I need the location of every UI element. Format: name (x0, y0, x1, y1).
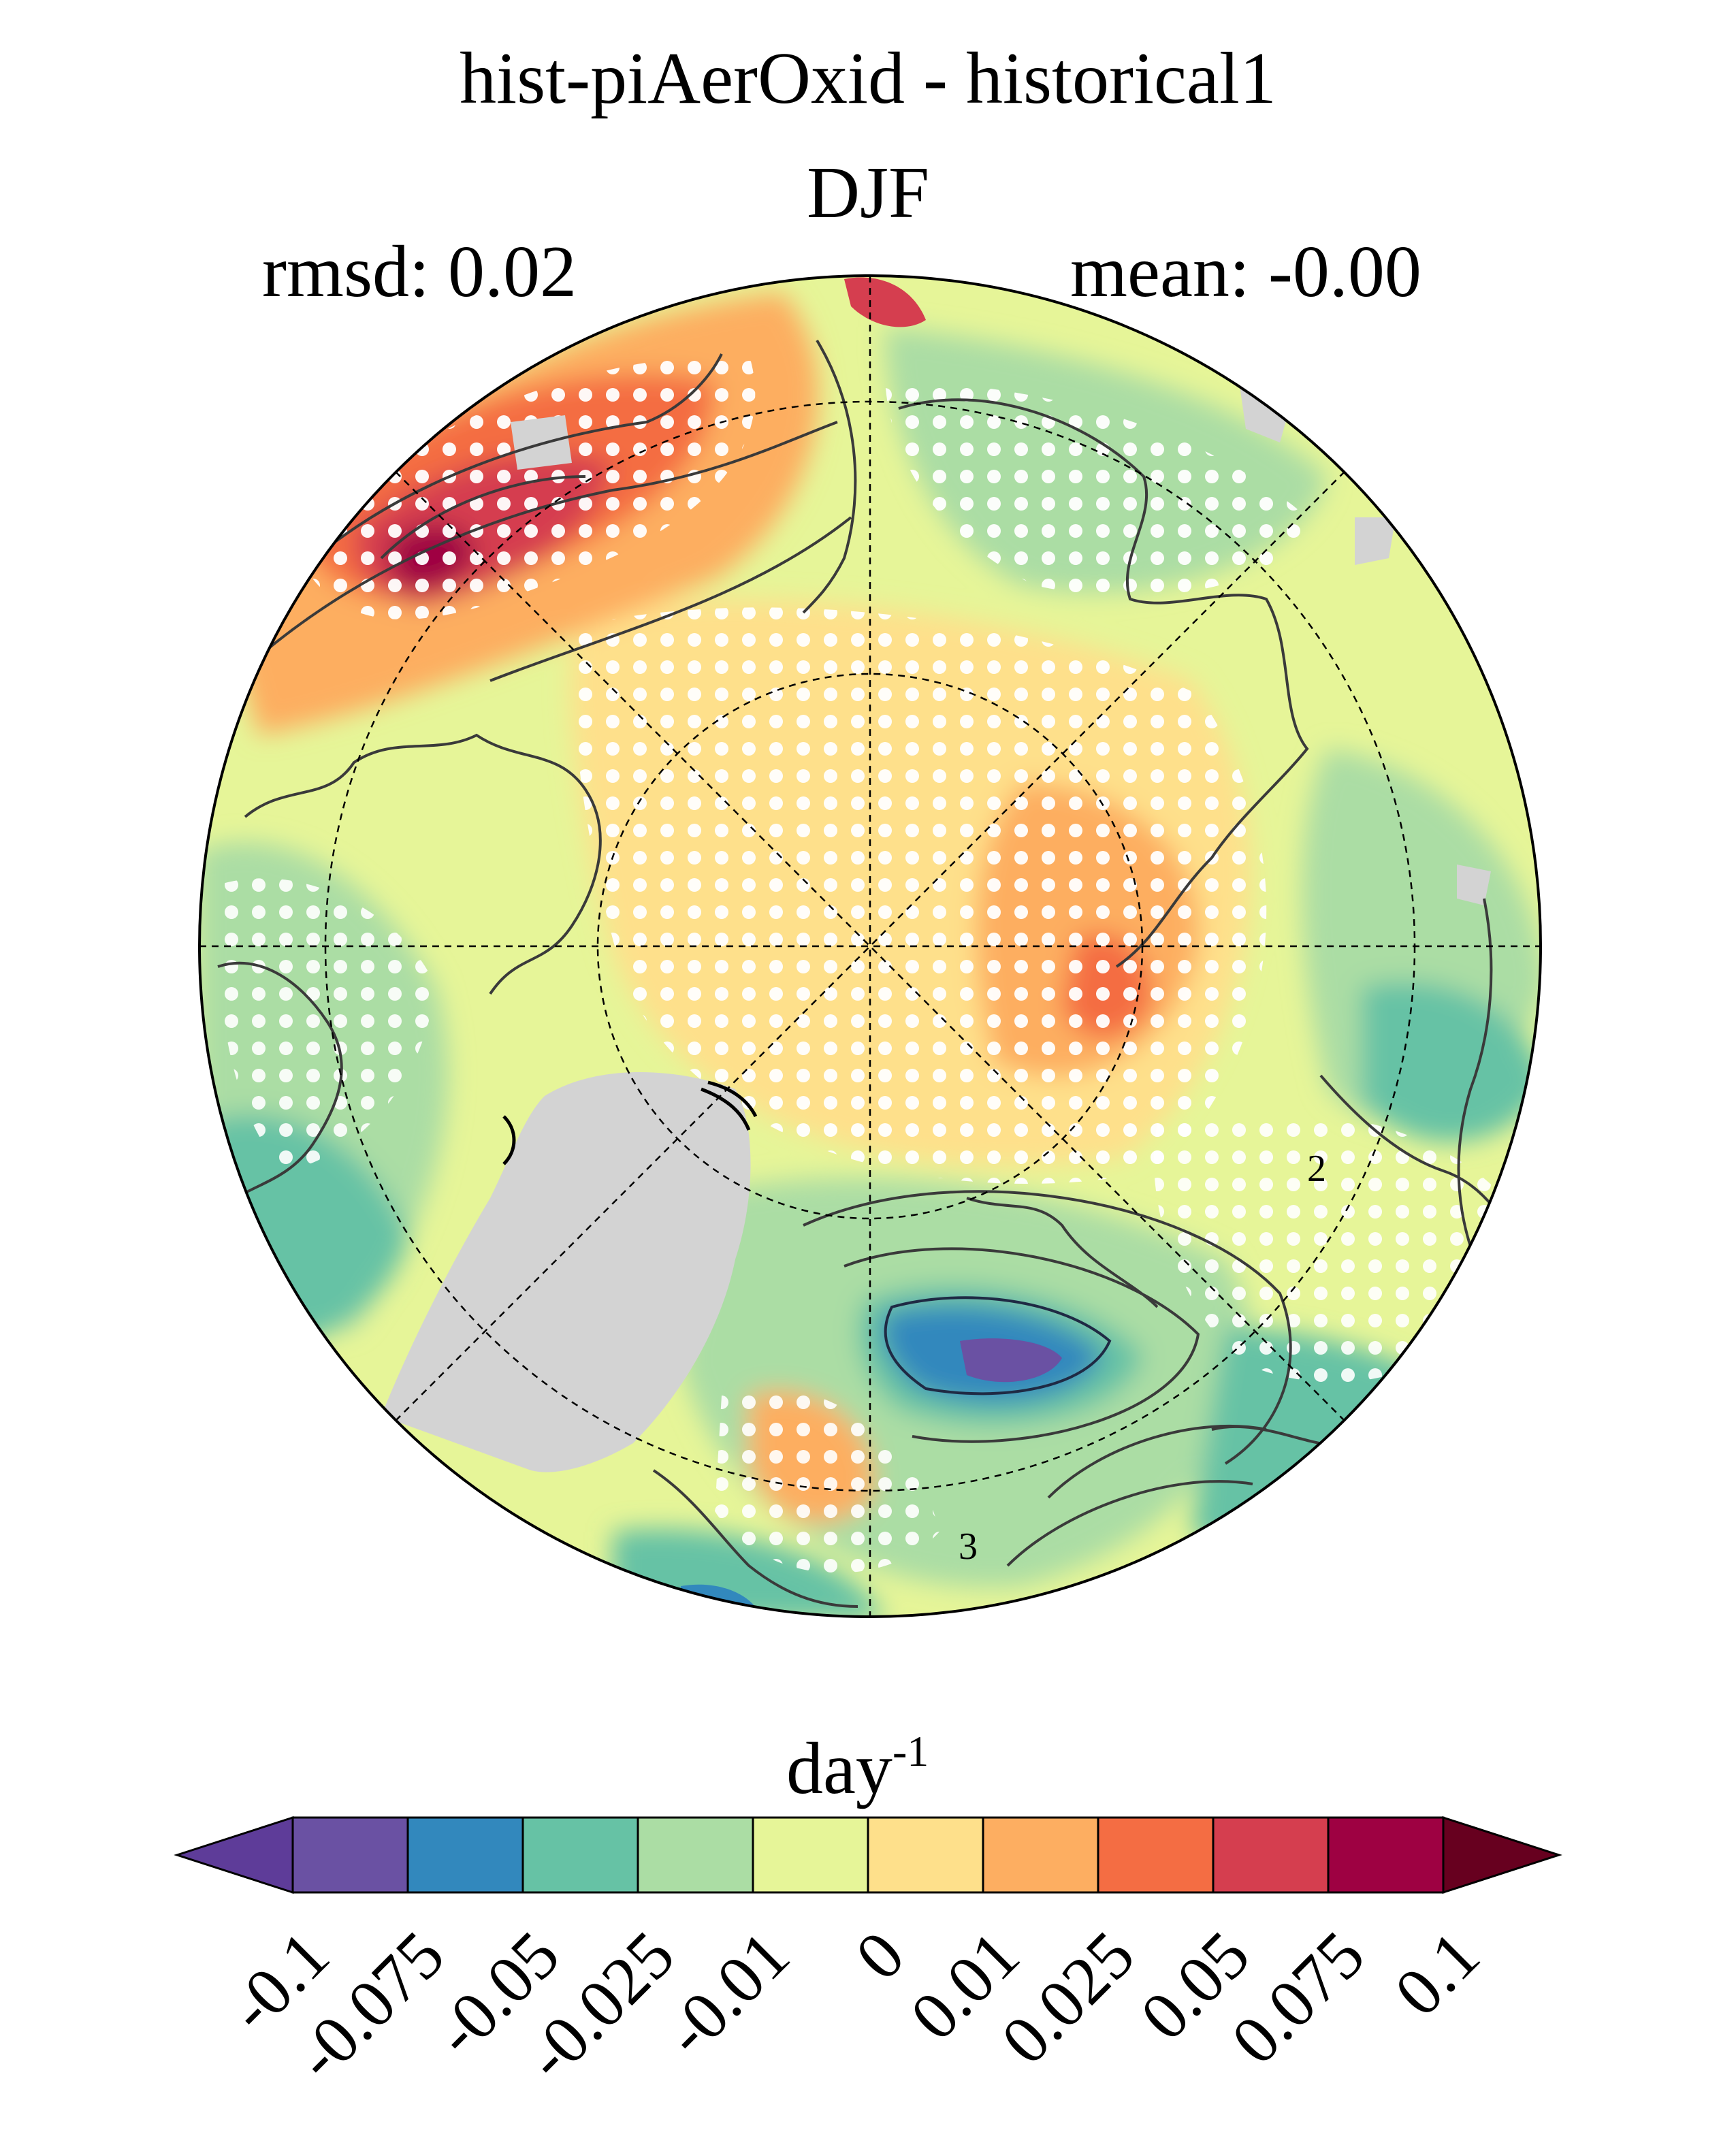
coastline-canadian-archipelago (244, 733, 602, 995)
stipple-region-west (216, 878, 436, 1171)
stipple-region-northeast (885, 381, 1307, 596)
contour-line-south-low-inner (884, 1296, 1112, 1395)
contour-cluster-greenland-east-2 (701, 1087, 751, 1131)
field-region-red-north-rim (844, 277, 926, 327)
colorbar-cell (1097, 1816, 1215, 1894)
colorbar-cell (406, 1816, 524, 1894)
graticule-lat-80 (596, 673, 1144, 1220)
contour-label-1: 2 (1307, 1148, 1326, 1190)
plot-title: hist-piAerOxid - historical1 (460, 38, 1276, 119)
mean-stat: mean: -0.00 (1070, 231, 1421, 312)
contour-line-southeast-2 (1006, 1480, 1253, 1567)
colorbar-cell (521, 1816, 639, 1894)
contour-line-east-2 (1457, 898, 1493, 1280)
land-mask-greenland (381, 1072, 751, 1472)
stipple-region-northwest (293, 354, 756, 619)
field-region-teal-east (1362, 982, 1541, 1142)
contour-line-north-vertical (802, 339, 857, 614)
coastline-hudson-bay (216, 961, 343, 1213)
colorbar-cell (1327, 1816, 1445, 1894)
contour-label-2: 3 (959, 1526, 978, 1568)
contour-cluster-greenland-east (707, 1080, 758, 1118)
colorbar-cell (982, 1816, 1099, 1894)
rmsd-stat: rmsd: 0.02 (262, 231, 577, 312)
colorbar-extend-high (1442, 1816, 1562, 1894)
colorbar-cell (867, 1816, 984, 1894)
colorbar-cell (752, 1816, 869, 1894)
land-mask-patch-3 (1355, 517, 1396, 565)
colorbar-extend-low (174, 1816, 294, 1894)
contour-line-northwest-outer (230, 421, 838, 682)
contour-line-south-low-1 (843, 1247, 1200, 1443)
colorbar-cell (637, 1816, 754, 1894)
contour-line-south-low-2 (803, 1190, 1292, 1465)
colorbar-cell (291, 1816, 409, 1894)
contour-cluster-greenland-west (502, 1115, 516, 1165)
colorbar-cell (1212, 1816, 1330, 1894)
graticule-meridian-135 (395, 471, 1345, 1421)
field-region-purple-south-low (960, 1338, 1062, 1383)
contour-line-northwest-arc (489, 516, 852, 682)
stipple-region-south (715, 1387, 939, 1573)
coastline-east-siberia (898, 398, 1309, 968)
coastline-europe-south (652, 1469, 858, 1608)
graticule-meridian-45 (395, 471, 1345, 1421)
map-boundary (198, 274, 1542, 1618)
season-label: DJF (806, 152, 930, 233)
land-mask-patch-4 (1457, 865, 1491, 905)
colorbar-unit: day-1 (786, 1727, 929, 1809)
contour-line-northwest-inner (305, 353, 723, 566)
contour-line-northwest-innermost (380, 475, 586, 560)
stipple-region-central (574, 607, 1267, 1184)
contour-line-southeast-1 (1047, 1424, 1267, 1499)
coastline-scandinavia (966, 1197, 1159, 1308)
